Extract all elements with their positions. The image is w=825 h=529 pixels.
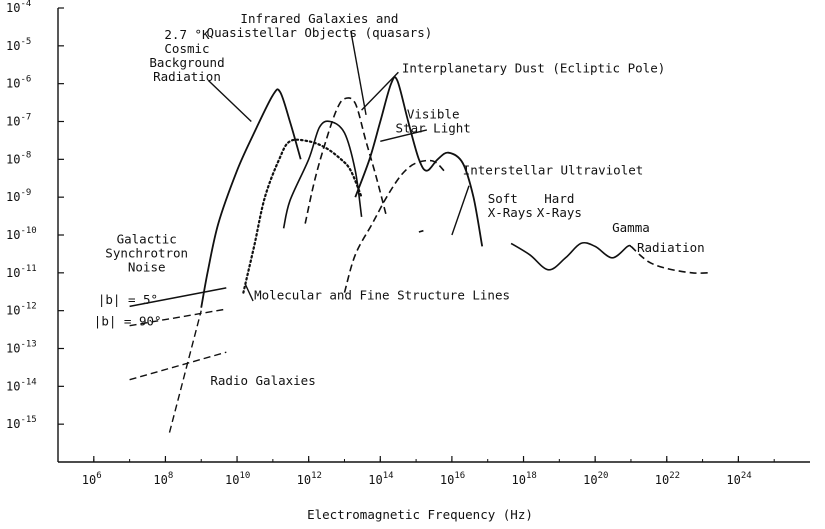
- y-tick-label: 10-14: [6, 377, 37, 393]
- annotation-label: Radio Galaxies: [210, 373, 315, 388]
- annotation-label: Interplanetary Dust (Ecliptic Pole): [402, 60, 665, 75]
- annotation-pointer: [451, 185, 470, 236]
- annotation-label: Infrared Galaxies and: [240, 11, 398, 26]
- series-line-7: [510, 241, 632, 271]
- x-tick-label: 1022: [655, 471, 680, 487]
- y-tick-label: 10-9: [6, 188, 31, 204]
- x-tick-label: 108: [153, 471, 173, 487]
- annotation-label: Molecular and Fine Structure Lines: [254, 287, 510, 302]
- x-tick-label: 1014: [368, 471, 393, 487]
- annotation-label: Galactic: [117, 231, 177, 246]
- annotation-label: |b| = 5°: [98, 292, 158, 307]
- y-tick-label: 10-8: [6, 150, 31, 166]
- y-tick-label: 10-13: [6, 340, 37, 356]
- series-line-3: [304, 97, 388, 224]
- annotation-label: |b| = 90°: [94, 314, 162, 329]
- series-line-11: [129, 308, 227, 327]
- series-line-6: [343, 159, 445, 293]
- annotations-layer: 2.7 °KCosmicBackgroundRadiationInfrared …: [94, 11, 705, 388]
- y-tick-label: 10-7: [6, 113, 31, 129]
- y-ticks: 10-4 10-5 10-6 10-7 10-8 10-9 10-10 10-11 10-12 1…: [6, 0, 64, 431]
- x-tick-label: 1018: [512, 471, 537, 487]
- series-line-13: [168, 310, 202, 433]
- x-tick-label: 106: [82, 471, 102, 487]
- annotation-label: Quasistellar Objects (quasars): [207, 25, 433, 40]
- series-line-9: [418, 229, 424, 233]
- x-tick-label: 1010: [225, 471, 250, 487]
- annotation-label: Gamma: [612, 220, 650, 235]
- annotation-label: 2.7 °K: [164, 27, 210, 42]
- annotation-label: Noise: [128, 259, 166, 274]
- series-line-12: [129, 351, 227, 381]
- x-ticks: 106 108 1010 1012 1014 1016 1018 1020 1022 1024: [82, 456, 775, 487]
- annotation-label: X-Rays: [537, 205, 582, 220]
- x-tick-label: 1024: [726, 471, 751, 487]
- y-tick-label: 10-12: [6, 302, 37, 318]
- x-axis-title: Electromagnetic Frequency (Hz): [307, 507, 533, 522]
- annotation-pointer: [244, 283, 254, 302]
- annotation-label: Star Light: [396, 121, 471, 136]
- annotation-pointer: [208, 80, 252, 123]
- y-tick-label: 10-15: [6, 415, 37, 431]
- x-tick-label: 1020: [583, 471, 608, 487]
- series-line-5: [242, 138, 363, 294]
- annotation-label: Radiation: [153, 69, 221, 84]
- annotation-label: Hard: [544, 191, 574, 206]
- y-tick-label: 10-6: [6, 75, 31, 91]
- annotation-pointer: [380, 129, 428, 142]
- series-line-10: [129, 287, 227, 308]
- annotation-label: Background: [149, 55, 224, 70]
- annotation-label: Radiation: [637, 240, 705, 255]
- series-line-2: [282, 120, 363, 229]
- series-line-4: [354, 76, 484, 247]
- annotation-pointer: [350, 30, 367, 115]
- annotation-label: X-Rays: [488, 205, 533, 220]
- x-tick-label: 1016: [440, 471, 465, 487]
- annotation-label: Interstellar Ultraviolet: [463, 162, 644, 177]
- annotation-label: Soft: [488, 191, 518, 206]
- y-tick-label: 10-5: [6, 37, 31, 53]
- y-tick-label: 10-11: [6, 264, 37, 280]
- series-line-1: [200, 88, 302, 308]
- annotation-label: Synchrotron: [105, 245, 188, 260]
- annotation-pointer: [361, 71, 399, 111]
- y-tick-label: 10-4: [6, 0, 31, 15]
- annotation-label: Visible: [407, 107, 460, 122]
- annotation-label: Cosmic: [164, 41, 209, 56]
- series-layer: [129, 76, 709, 433]
- y-tick-label: 10-10: [6, 226, 37, 242]
- series-line-8: [630, 245, 709, 274]
- x-tick-label: 1012: [297, 471, 322, 487]
